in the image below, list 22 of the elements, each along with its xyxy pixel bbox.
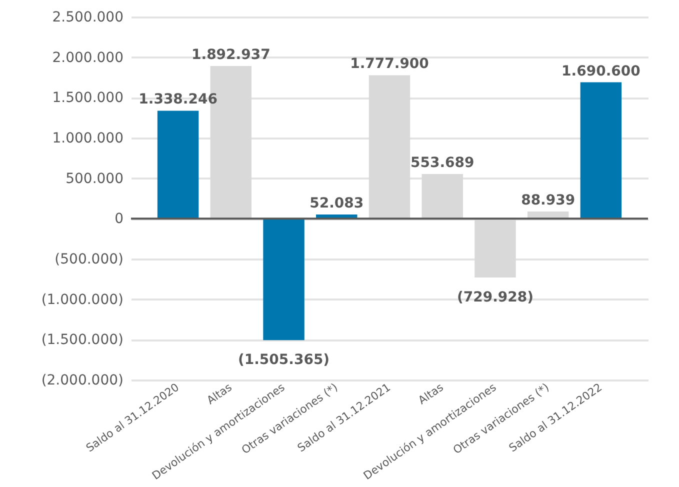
y-tick-label: (1.500.000) xyxy=(41,332,124,348)
data-label: 52.083 xyxy=(310,195,364,212)
y-tick-label: 1.500.000 xyxy=(52,90,124,106)
data-label: (1.505.365) xyxy=(238,352,330,368)
bar xyxy=(157,110,199,219)
data-label: 1.777.900 xyxy=(350,56,430,72)
y-tick-label: 0 xyxy=(114,211,124,228)
data-label: (729.928) xyxy=(456,290,534,306)
y-tick-label: 2.500.000 xyxy=(52,10,124,26)
data-label: 1.338.246 xyxy=(138,92,218,108)
y-tick-label: (2.000.000) xyxy=(41,372,124,388)
y-tick-label: 500.000 xyxy=(66,170,124,187)
bar xyxy=(263,218,304,340)
data-label: 88.939 xyxy=(521,192,576,208)
data-label: 1.690.600 xyxy=(562,63,641,80)
y-tick-label: (1.000.000) xyxy=(41,292,124,308)
y-tick-label: (500.000) xyxy=(54,252,124,268)
data-label: 553.689 xyxy=(410,155,474,171)
data-label: 1.892.937 xyxy=(191,46,270,63)
bar xyxy=(580,82,622,219)
y-tick-label: 2.000.000 xyxy=(52,50,124,66)
y-tick-label: 1.000.000 xyxy=(52,130,124,146)
